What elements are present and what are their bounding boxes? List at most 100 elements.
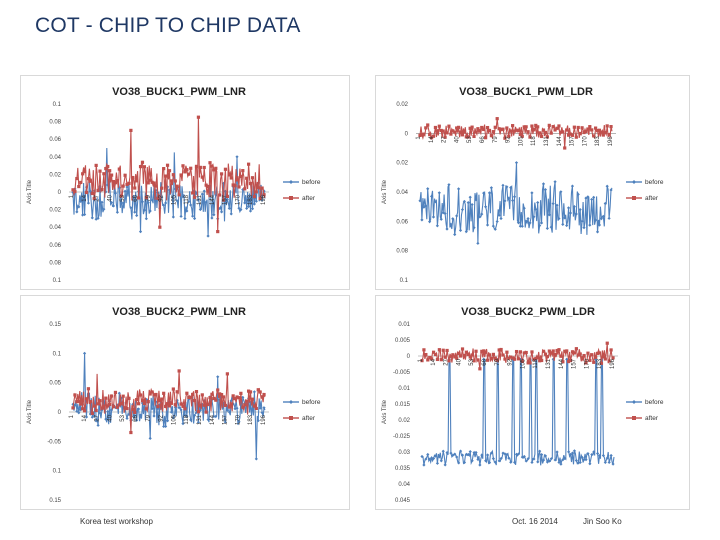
point-before: [536, 460, 540, 464]
point-after: [212, 168, 216, 172]
point-before: [570, 451, 575, 455]
point-after: [441, 129, 445, 133]
x-tick-label: 183: [595, 136, 601, 147]
point-after: [509, 355, 513, 359]
point-before: [202, 189, 206, 193]
point-after: [599, 361, 604, 365]
point-after: [557, 124, 561, 128]
point-before: [144, 217, 148, 221]
point-after: [578, 131, 582, 136]
point-after: [524, 350, 528, 355]
point-after: [576, 125, 580, 130]
point-after: [75, 176, 79, 181]
point-after: [229, 402, 233, 406]
point-after: [532, 357, 536, 361]
point-before: [237, 206, 241, 210]
point-after: [127, 181, 131, 185]
footer-author: Jin Soo Ko: [583, 517, 622, 526]
point-after: [198, 403, 202, 408]
x-tick-label: 14: [82, 194, 88, 201]
point-after: [138, 393, 143, 397]
point-after: [100, 188, 104, 192]
point-before: [75, 210, 79, 214]
point-after: [96, 188, 100, 192]
point-after: [541, 128, 546, 132]
point-after: [196, 410, 201, 414]
point-after: [437, 124, 441, 128]
point-before: [536, 200, 540, 205]
point-after: [424, 352, 428, 357]
point-after: [218, 392, 222, 396]
point-after: [121, 394, 125, 398]
legend-label-after: after: [645, 415, 659, 422]
point-before: [100, 200, 104, 204]
y-tick-label: 0: [58, 190, 62, 196]
x-tick-label: 144: [557, 136, 563, 147]
point-after: [545, 354, 550, 359]
point-after: [142, 401, 146, 406]
point-after: [505, 126, 509, 130]
point-after: [96, 402, 100, 406]
point-after: [565, 349, 569, 353]
point-after: [543, 352, 548, 356]
legend-marker-before: [632, 180, 636, 184]
point-after: [568, 132, 573, 136]
point-after: [239, 391, 243, 395]
chart-panel-buck2-ldr: VO38_BUCK2_PWM_LDR Axis Title 0.01 0.005 0 -0…: [375, 295, 690, 510]
point-after: [480, 125, 484, 130]
point-before: [582, 457, 586, 462]
point-after: [574, 347, 578, 351]
point-before: [580, 219, 584, 223]
point-before: [138, 413, 143, 417]
point-after: [497, 127, 501, 131]
point-after: [458, 130, 463, 134]
point-after: [486, 358, 490, 362]
point-before: [227, 206, 231, 210]
point-before: [418, 199, 422, 203]
point-after: [565, 128, 569, 132]
point-after: [202, 165, 206, 170]
point-after: [148, 178, 152, 182]
point-after: [214, 166, 218, 170]
point-after: [167, 169, 172, 173]
chart-title: VO38_BUCK1_PWM_LDR: [459, 86, 593, 98]
point-after: [607, 359, 611, 363]
point-after: [435, 129, 439, 133]
x-tick-label: 183: [597, 358, 603, 369]
point-after: [125, 407, 129, 411]
point-after: [518, 132, 522, 137]
point-after: [574, 135, 578, 139]
point-after: [233, 397, 237, 401]
point-before: [198, 207, 202, 212]
point-before: [609, 188, 613, 192]
point-before: [551, 202, 555, 206]
point-after: [482, 127, 486, 132]
point-after: [111, 405, 116, 409]
point-before: [424, 204, 428, 208]
point-before: [239, 208, 243, 212]
x-tick-label: 40: [454, 136, 460, 143]
x-tick-label: 53: [467, 136, 473, 143]
point-after: [501, 127, 505, 131]
point-before: [609, 453, 613, 458]
point-after: [570, 133, 575, 137]
point-after: [183, 407, 187, 411]
x-tick-label: 66: [133, 194, 139, 201]
point-before: [607, 460, 611, 464]
point-after: [607, 132, 611, 137]
point-before: [547, 213, 551, 217]
point-after: [94, 163, 98, 168]
point-after: [460, 133, 465, 137]
point-before: [135, 213, 139, 218]
point-after: [464, 350, 468, 354]
point-before: [243, 201, 247, 205]
point-after: [428, 355, 432, 360]
point-after: [248, 390, 253, 394]
point-after: [594, 355, 598, 359]
point-after: [173, 403, 177, 407]
point-before: [538, 223, 542, 228]
legend-label-before: before: [302, 179, 321, 186]
legend-label-before: before: [645, 179, 664, 186]
point-before: [514, 161, 519, 165]
point-before: [457, 461, 461, 465]
